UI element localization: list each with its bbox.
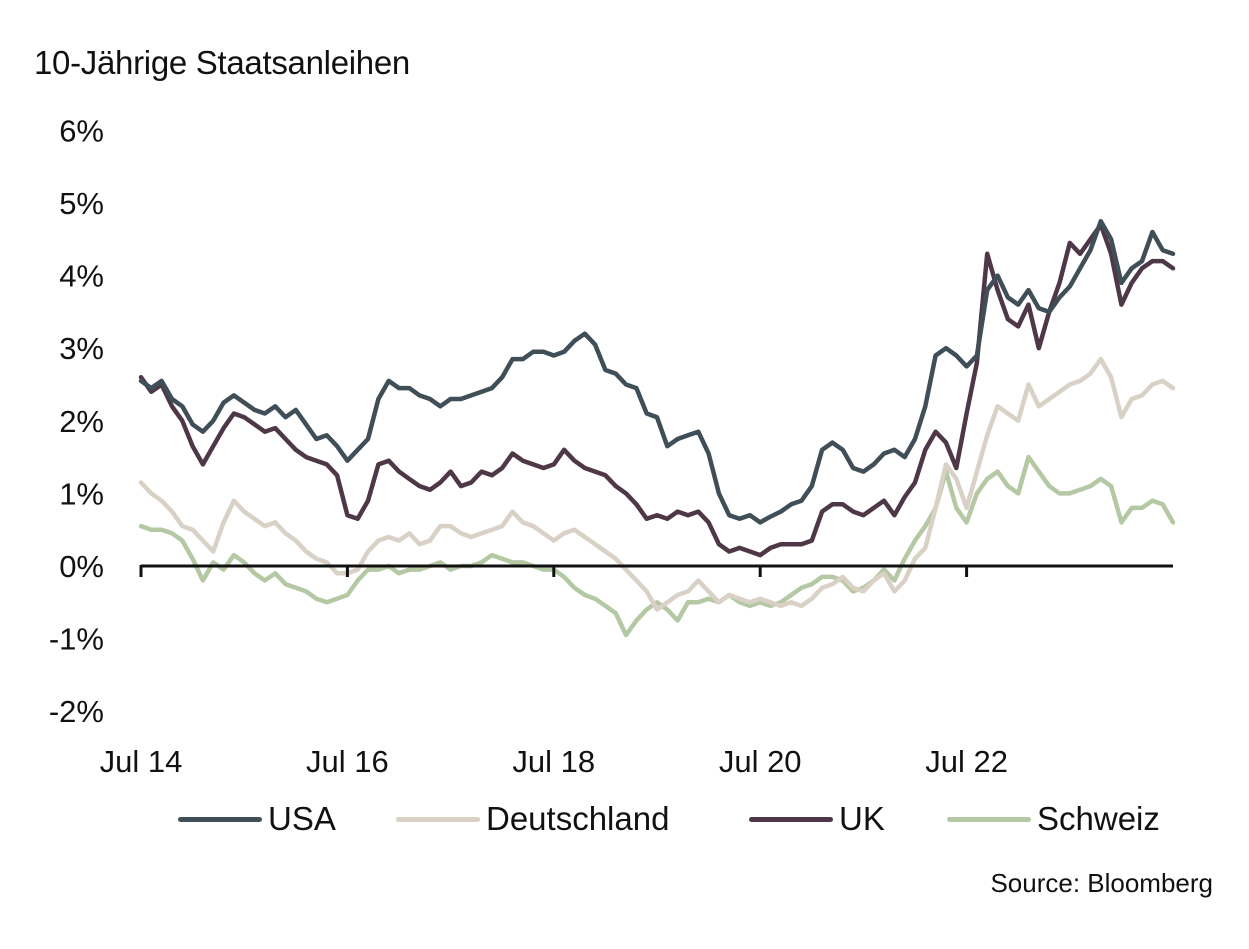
legend-item-schweiz: Schweiz: [947, 800, 1160, 838]
y-tick-label: 6%: [59, 113, 104, 148]
legend-label: Schweiz: [1037, 800, 1160, 837]
x-axis: Jul 14 Jul 16 Jul 18 Jul 20 Jul 22: [100, 564, 1173, 779]
legend-label: UK: [839, 800, 885, 837]
y-tick-label: 3%: [59, 331, 104, 366]
y-tick-label: -2%: [49, 694, 104, 729]
y-tick-label: 5%: [59, 186, 104, 221]
x-tick-label: Jul 16: [306, 744, 389, 779]
series-line-deutschland: [138, 356, 1176, 612]
legend-label: USA: [268, 800, 336, 837]
y-tick-label: 4%: [59, 259, 104, 294]
legend: USA Deutschland UK Schweiz: [0, 800, 1249, 844]
legend-label: Deutschland: [486, 800, 670, 837]
y-tick-label: 1%: [59, 476, 104, 511]
legend-swatch: [947, 816, 1031, 822]
x-tick-label: Jul 18: [512, 744, 595, 779]
legend-swatch: [396, 816, 480, 822]
y-tick-label: 2%: [59, 404, 104, 439]
series-layer: [138, 218, 1176, 638]
series-line-schweiz: [138, 454, 1176, 638]
y-tick-label: 0%: [59, 549, 104, 584]
legend-item-uk: UK: [749, 800, 885, 838]
legend-swatch: [178, 816, 262, 822]
x-tick-label: Jul 14: [100, 744, 183, 779]
legend-item-deutschland: Deutschland: [396, 800, 669, 838]
series-line-uk: [138, 222, 1176, 558]
y-axis: 6% 5% 4% 3% 2% 1% 0% -1% -2%: [49, 113, 104, 729]
x-tick-label: Jul 20: [719, 744, 802, 779]
legend-item-usa: USA: [178, 800, 336, 838]
source-note: Source: Bloomberg: [990, 868, 1213, 898]
series-line-usa: [138, 218, 1176, 525]
y-tick-label: -1%: [49, 622, 104, 657]
x-tick-label: Jul 22: [925, 744, 1008, 779]
legend-swatch: [749, 816, 833, 822]
chart-title: 10-Jährige Staatsanleihen: [34, 44, 410, 81]
